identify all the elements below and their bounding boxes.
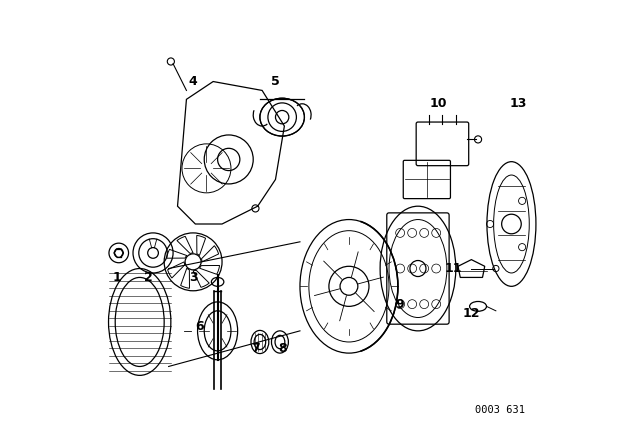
Text: 4: 4: [189, 75, 198, 88]
Text: 10: 10: [429, 97, 447, 110]
Text: 13: 13: [509, 97, 527, 110]
Text: 7: 7: [251, 342, 260, 355]
Text: 12: 12: [463, 306, 480, 319]
Text: 9: 9: [396, 297, 404, 310]
Text: 6: 6: [195, 320, 204, 333]
Text: 11: 11: [445, 262, 462, 275]
Text: 8: 8: [278, 342, 287, 355]
Text: 2: 2: [144, 271, 153, 284]
Text: 5: 5: [271, 75, 280, 88]
Text: 3: 3: [189, 271, 197, 284]
Text: 1: 1: [113, 271, 122, 284]
Text: 0003 631: 0003 631: [475, 405, 525, 415]
